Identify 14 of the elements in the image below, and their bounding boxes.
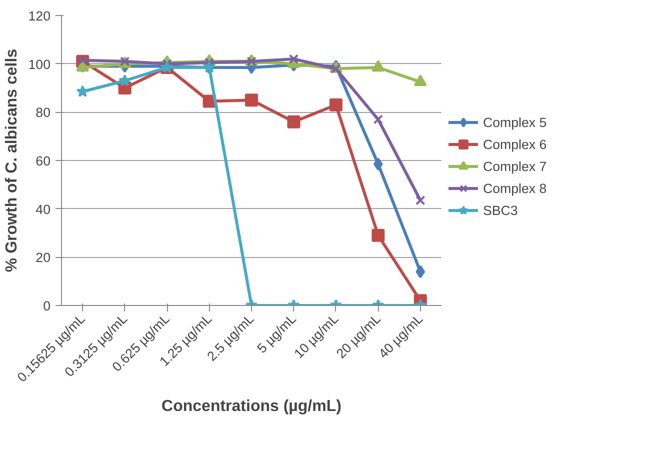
legend-label: Complex 7 [483,158,547,174]
y-tick-label: 100 [28,56,51,72]
y-tick-label: 80 [36,105,51,120]
y-tick-label: 40 [36,202,51,217]
y-tick-label: 0 [43,298,51,314]
y-axis-title: % Growth of C. albicans cells [3,48,20,272]
legend-label: Complex 5 [483,114,547,130]
legend-label: SBC3 [483,202,518,218]
legend-label: Complex 8 [483,180,547,196]
y-tick-label: 60 [36,154,51,168]
y-tick-label: 20 [36,250,51,266]
x-axis-title: Concentrations (µg/mL) [162,398,342,416]
y-tick-label: 120 [28,8,51,24]
legend-label: Complex 6 [483,136,547,152]
